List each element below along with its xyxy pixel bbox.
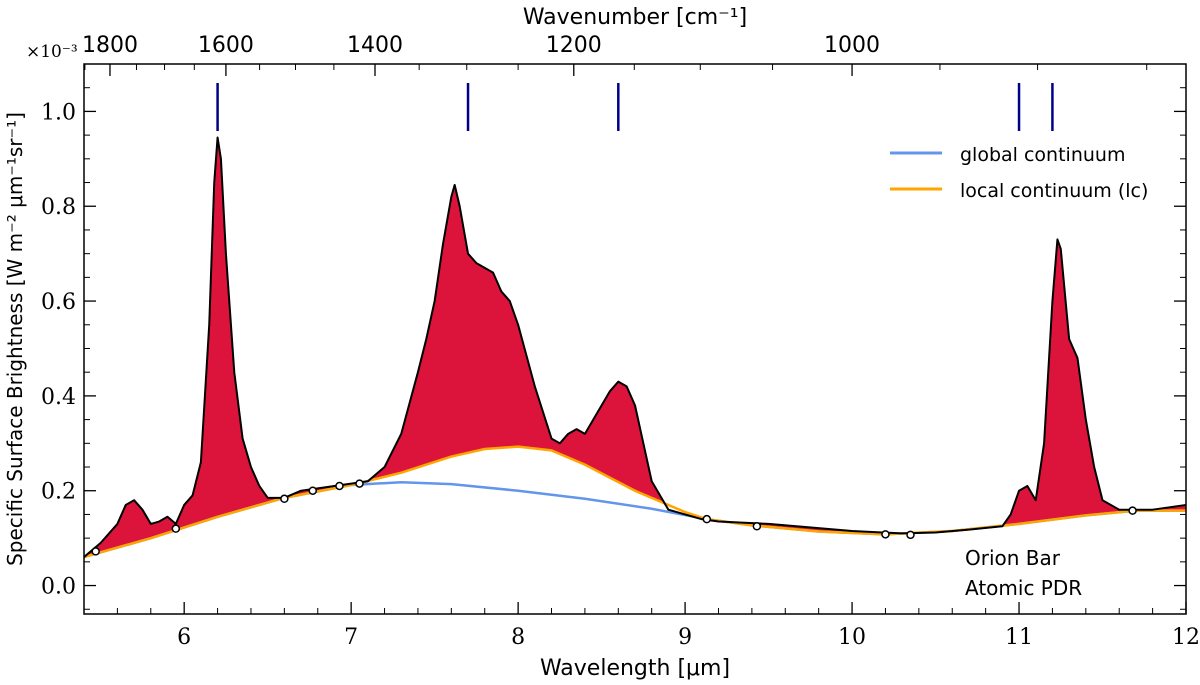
feature-marker-layer [216, 83, 1054, 131]
anchor-point [308, 486, 317, 495]
legend: global continuum local continuum (lc) [890, 144, 1148, 202]
anchor-point [702, 514, 712, 524]
x-tick-label: 11 [1005, 625, 1033, 650]
x-axis-label: Wavelength [μm] [540, 656, 730, 681]
y-tick-label: 0.0 [41, 575, 76, 600]
x-tick-label: 12 [1172, 625, 1200, 650]
annotation-line-1: Orion Bar [965, 546, 1061, 570]
top-tick-label: 1200 [546, 33, 602, 58]
feature-fill-area [369, 184, 664, 503]
x-tick-label: 8 [511, 625, 525, 650]
x-tick-label: 10 [838, 625, 866, 650]
anchor-point [1128, 506, 1137, 515]
anchor-point [355, 479, 364, 488]
x-tick-label: 9 [678, 625, 692, 650]
x-tick-label: 6 [177, 625, 191, 650]
top-tick-label: 1600 [198, 33, 254, 58]
legend-label-global-continuum: global continuum [960, 144, 1125, 166]
feature-fill-area [1004, 239, 1186, 526]
y-tick-label: 0.4 [41, 385, 76, 410]
anchor-point [335, 481, 344, 491]
tick-label-layer: 6 7 8 9 10 11 12 1800 1600 1400 1200 1000 0.0 0.2 0.4 0… [41, 33, 1200, 650]
anchor-point [280, 494, 289, 504]
tick-layer [84, 64, 1187, 614]
top-axis-label: Wavenumber [cm⁻¹] [523, 5, 747, 30]
y-tick-label: 0.8 [41, 195, 76, 220]
anchor-point [171, 524, 181, 533]
anchor-point-layer [91, 479, 1137, 556]
y-tick-label: 0.6 [41, 290, 76, 315]
top-tick-label: 1000 [824, 33, 880, 58]
legend-label-local-continuum: local continuum (lc) [960, 180, 1148, 202]
top-tick-label: 1400 [347, 33, 403, 58]
series-line-spectrum [84, 136, 1186, 558]
y-tick-label: 1.0 [41, 100, 76, 125]
anchor-point [881, 530, 890, 539]
x-tick-label: 7 [344, 625, 358, 650]
anchor-point [752, 522, 762, 531]
y-multiplier: ×10⁻³ [26, 42, 78, 62]
anchor-point [906, 530, 915, 540]
annotation-line-2: Atomic PDR [965, 576, 1082, 600]
y-axis-label: Specific Surface Brightness [W m⁻² μm⁻¹s… [3, 112, 27, 566]
feature-fill-area [85, 137, 365, 557]
top-tick-label: 1800 [82, 33, 138, 58]
anchor-point [91, 547, 100, 556]
plot-frame [83, 63, 1187, 615]
y-tick-label: 0.2 [41, 480, 76, 505]
